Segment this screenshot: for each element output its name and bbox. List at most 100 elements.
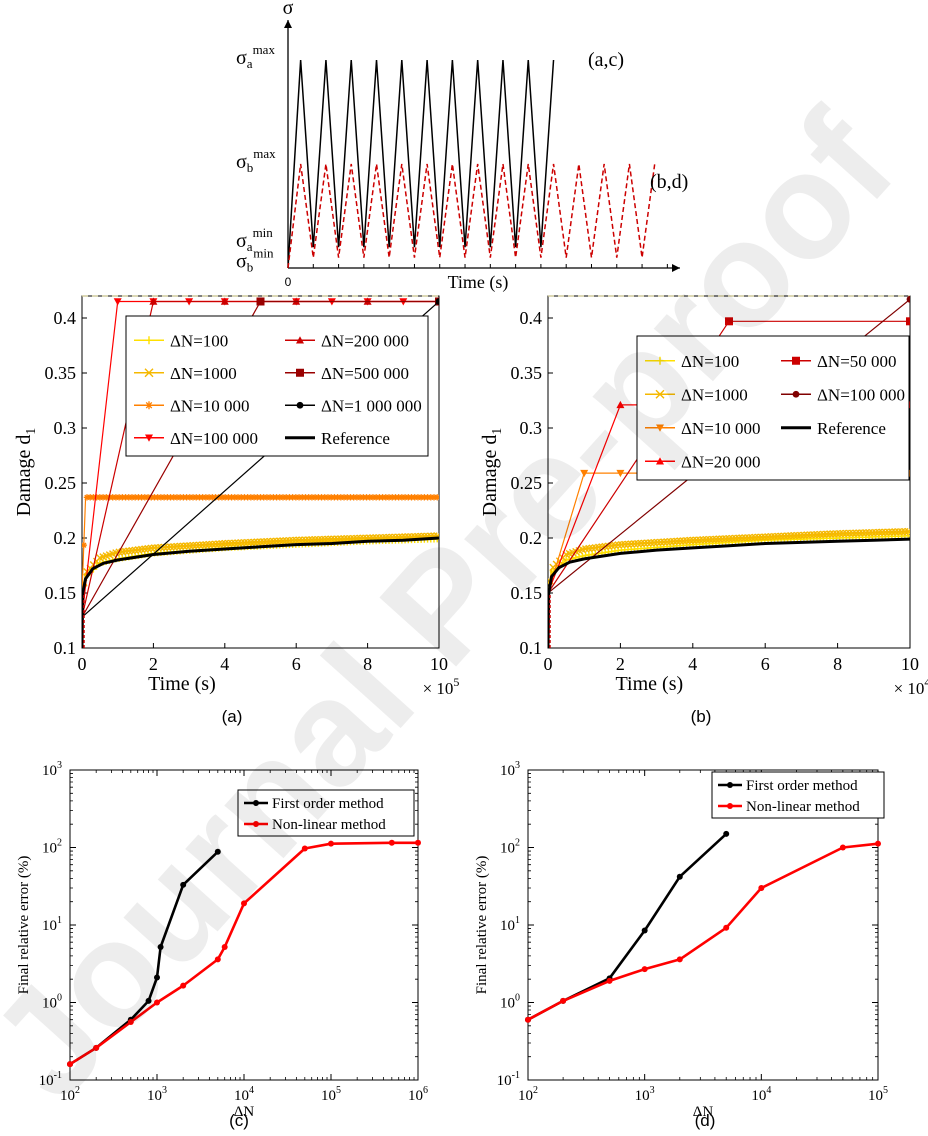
legend-marker: [296, 368, 304, 377]
data-point: [145, 997, 152, 1004]
data-point: [209, 494, 216, 501]
data-point: [405, 494, 412, 501]
data-point: [122, 494, 129, 501]
legend-marker: [655, 389, 665, 399]
legend: [125, 315, 429, 457]
x-tick-label: 2: [149, 654, 158, 674]
x-tick-label: 10: [901, 654, 919, 674]
data-point: [154, 974, 160, 981]
legend-marker: [144, 368, 154, 378]
legend-marker: [792, 356, 800, 365]
x-tick-label: 8: [363, 654, 372, 674]
x-tick-label: 102: [60, 1085, 80, 1104]
x-tick-label: 0: [544, 654, 553, 674]
data-point: [723, 830, 730, 837]
error-plot-c: 102 103 104 105 106 10-1 100 101 102 103 ΔN Final r…: [16, 760, 428, 1120]
caption-d: (d): [695, 1111, 716, 1130]
data-point: [202, 494, 210, 501]
data-point: [220, 297, 229, 305]
x-axis-label: Time (s): [148, 673, 216, 695]
data-point: [183, 494, 190, 501]
data-point: [289, 494, 296, 501]
data-point: [388, 839, 395, 846]
data-point: [180, 881, 187, 888]
data-point: [234, 494, 242, 501]
data-point: [131, 494, 139, 501]
data-point: [148, 494, 155, 501]
data-point: [128, 494, 136, 501]
y-tick-label: 0.2: [520, 528, 543, 548]
data-point: [382, 494, 390, 501]
data-point: [356, 494, 364, 501]
data-point: [196, 494, 203, 501]
series-line: [527, 842, 879, 1021]
y-tick-label: 0.1: [54, 638, 77, 658]
legend-marker: [145, 434, 153, 442]
data-point: [93, 1044, 100, 1051]
legend-marker: [145, 401, 153, 410]
x-axis-arrow: [672, 264, 680, 272]
y-axis-label: Final relative error (%): [16, 856, 32, 995]
y-axis-label: σ: [283, 0, 294, 19]
legend-label: ΔN=500 000: [321, 364, 409, 383]
y-tick-label: 101: [42, 915, 62, 934]
data-point: [295, 494, 303, 501]
y-axis-label: Damage d1: [13, 428, 39, 517]
x-tick-label: 10: [430, 654, 448, 674]
x-axis-label: ΔN: [693, 1104, 714, 1120]
data-point: [138, 494, 145, 501]
data-point: [221, 944, 228, 951]
data-point: [331, 494, 338, 501]
data-point: [302, 494, 309, 501]
data-point: [676, 873, 683, 880]
y-tick-label: 0.35: [511, 363, 543, 383]
data-point: [273, 494, 280, 501]
x-tick-label: 0: [78, 654, 87, 674]
data-point: [417, 494, 425, 501]
plot-frame: [81, 295, 440, 649]
x-axis-label: Time (s): [616, 673, 684, 695]
data-point: [641, 927, 648, 934]
data-point: [414, 494, 422, 501]
data-point: [266, 494, 274, 501]
data-point: [315, 494, 322, 501]
origin-label: 0: [285, 275, 292, 289]
data-point: [372, 494, 380, 501]
data-point: [225, 494, 232, 501]
x-multiplier: × 104: [894, 675, 928, 698]
legend-marker: [656, 356, 664, 365]
y-tick-label: σbmin: [236, 246, 274, 275]
data-point: [401, 494, 409, 501]
data-point: [424, 494, 431, 501]
y-tick-label: 103: [500, 760, 520, 779]
data-point: [353, 494, 361, 501]
legend: [237, 789, 415, 837]
data-point: [127, 1019, 134, 1026]
wave-a: [287, 59, 555, 269]
data-point: [214, 848, 221, 855]
legend-label: ΔN=100: [681, 352, 739, 371]
data-point: [90, 494, 97, 501]
y-tick-label: 0.3: [520, 418, 543, 438]
data-point: [430, 494, 438, 501]
data-point: [180, 982, 187, 989]
data-point: [241, 494, 248, 501]
data-point: [276, 494, 283, 501]
data-point: [299, 494, 306, 501]
x-tick-label: 103: [147, 1085, 167, 1104]
data-point: [337, 494, 345, 501]
data-point: [263, 494, 271, 501]
data-point: [334, 494, 341, 501]
x-tick-label: 4: [688, 654, 697, 674]
legend-label: ΔN=200 000: [321, 331, 409, 350]
error-plot-d: 102 103 104 105 10-1 100 101 102 103 ΔN Final rela…: [474, 760, 888, 1120]
legend: [636, 335, 910, 481]
data-point: [160, 494, 168, 501]
legend-label: Non-linear method: [272, 817, 386, 833]
y-axis-label: Damage d1: [479, 428, 505, 517]
data-point: [347, 494, 354, 501]
data-point: [205, 494, 213, 501]
caption-c: (c): [229, 1111, 249, 1130]
legend-marker: [296, 336, 304, 344]
caption-b: (b): [691, 707, 712, 726]
